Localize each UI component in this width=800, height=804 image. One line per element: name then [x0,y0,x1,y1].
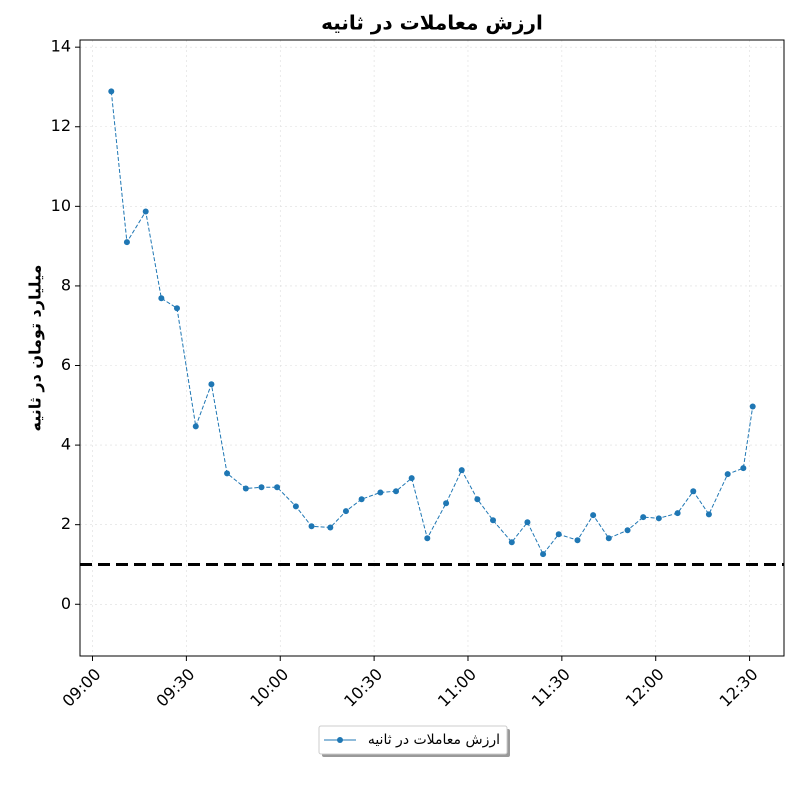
data-point [705,511,712,518]
y-tick-label: 6 [61,355,71,374]
data-point [574,537,581,544]
data-line [110,91,754,556]
data-point [274,484,281,491]
data-point [158,295,165,302]
data-point [655,515,662,522]
y-tick-label: 14 [51,37,71,56]
data-point [173,305,180,312]
chart-title: ارزش معاملات در ثانیه [321,11,543,35]
data-point [424,535,431,542]
data-point [108,88,115,95]
data-point [292,503,299,510]
y-tick-label: 12 [51,116,71,135]
data-point [508,539,515,546]
data-point [605,535,612,542]
data-point [724,471,731,478]
data-point [749,403,756,410]
data-point [624,527,631,534]
data-point [590,512,597,519]
data-point [674,510,681,517]
legend: ارزش معاملات در ثانیه [318,725,510,757]
data-point [740,465,747,472]
data-point [308,523,315,530]
data-point [123,239,130,246]
data-point [393,488,400,495]
data-point [640,514,647,521]
data-point [208,381,215,388]
data-point [342,508,349,515]
y-tick-label: 10 [51,196,71,215]
data-point [358,496,365,503]
data-point [474,496,481,503]
data-point [443,500,450,507]
plot-frame [79,39,785,657]
data-point [242,485,249,492]
data-point [524,519,531,526]
y-axis-label: میلیارد تومان در ثانیه [26,265,45,432]
y-tick-label: 8 [61,275,71,294]
data-point [490,517,497,524]
data-point [458,467,465,474]
data-point [224,470,231,477]
legend-box [318,725,508,755]
data-point [192,423,199,430]
data-point [540,551,547,558]
data-point [555,531,562,538]
y-tick-label: 0 [61,594,71,613]
data-point [327,524,334,531]
y-tick-label: 2 [61,514,71,533]
legend-marker [337,737,343,743]
y-tick-label: 4 [61,435,71,454]
data-point [142,208,149,215]
data-point [377,489,384,496]
data-point [690,488,697,495]
data-point [408,475,415,482]
data-point [258,484,265,491]
legend-label: ارزش معاملات در ثانیه [368,732,500,748]
